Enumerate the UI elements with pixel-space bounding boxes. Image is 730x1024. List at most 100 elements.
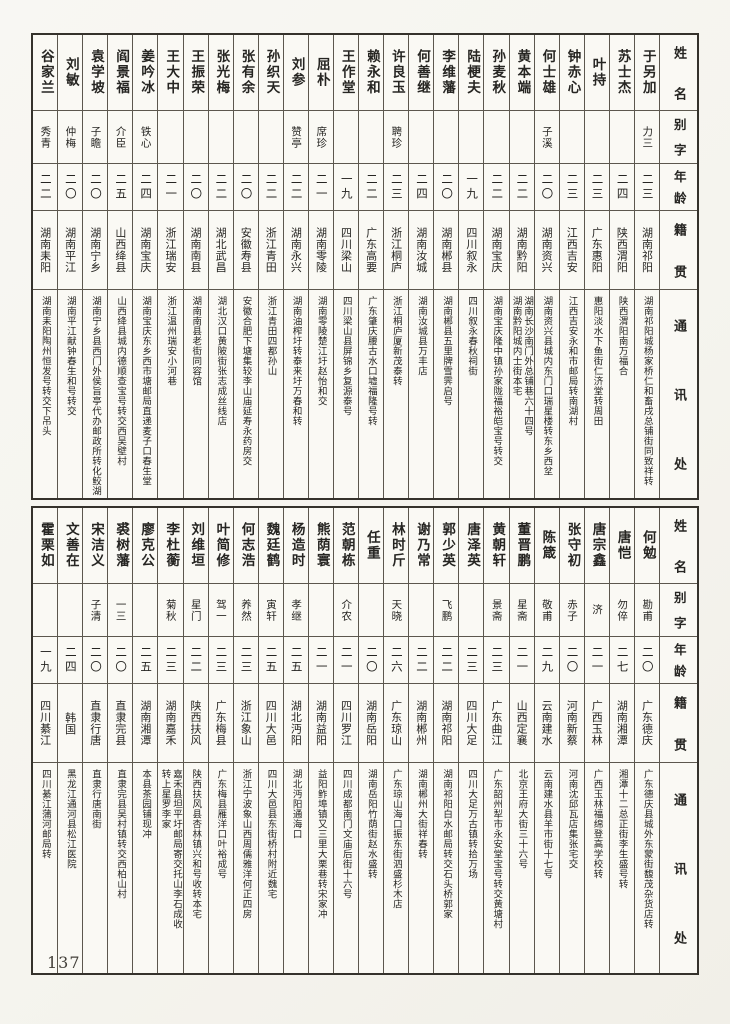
entry-address: 嘉禾县坦平圩邮局寄交托山李石成收 转上星罗李家: [159, 769, 182, 929]
entry-age: 二四: [415, 172, 429, 202]
entry-alias: 勿倅: [616, 598, 629, 622]
entry-alias-cell: 赤子: [559, 584, 584, 637]
entry-age: 二三: [465, 645, 480, 675]
entry-address-cell: 益阳鲊埠镇又三里大栗巷转宋家冲: [309, 763, 333, 973]
entry-age: 二一: [339, 645, 354, 675]
entry-age-cell: 二三: [208, 637, 233, 684]
entry-name: 何志浩: [238, 522, 255, 569]
entry-origin: 湖南郴县: [439, 227, 453, 273]
entry-alias-cell: [208, 111, 233, 164]
entry-name-cell: 屈朴: [308, 35, 333, 111]
entry-address: 山西绛县城内德顺查宝号转交西吴壁村: [115, 296, 127, 466]
entry-alias: 天晓: [390, 598, 403, 622]
registry-entry-column: 袁学坡 子瞻 二〇 湖南宁乡 湖南宁乡县西门外侯旨亭代办邮政所转化鲛湖: [83, 35, 109, 498]
entry-name: 唐恺: [614, 530, 631, 561]
entry-age: 二〇: [440, 172, 455, 202]
entry-alias: 子溪: [540, 125, 553, 149]
entry-age-cell: 二一: [584, 637, 609, 684]
entry-alias: 菊秋: [164, 598, 177, 622]
entry-alias: 一三: [114, 598, 127, 622]
entry-alias-cell: 力三: [634, 111, 659, 164]
entry-alias: 星门: [189, 598, 202, 622]
entry-address: 湖南长沙南门外总铺巷六十四号 湖南黔阳城内士街本宅: [510, 296, 534, 436]
registry-entry-column: 宋洁义 子清 二〇 直隶行唐 直隶行唐南街: [83, 508, 109, 973]
entry-address: 云南建水县羊市街十七号: [541, 769, 553, 879]
entry-name-cell: 陈箴: [534, 508, 559, 584]
entry-origin-cell: 安徽寿县: [233, 211, 258, 290]
entry-alias-cell: [133, 584, 158, 637]
entry-address: 江西吉安永和市邮局转南湖村: [566, 296, 578, 426]
entry-address: 湖南南县老街同容馆: [190, 296, 202, 386]
entry-name: 郭少英: [439, 522, 456, 569]
registry-entry-column: 刘敏 仲梅 二〇 湖南平江 湖南平江献钟春生和号转交: [58, 35, 84, 498]
entry-address: 四川梁山县屏锦乡复源泰号: [340, 296, 352, 416]
page-number: 137: [47, 953, 81, 972]
entry-origin-cell: 湖北沔阳: [283, 684, 308, 763]
entry-alias-cell: 星斋: [509, 584, 534, 637]
entry-origin-cell: 湖南平江: [58, 211, 83, 290]
entry-age-cell: 二三: [233, 637, 258, 684]
entry-address-cell: 北京王府大街三十六号: [510, 763, 534, 973]
entry-age-cell: 二〇: [83, 164, 108, 211]
entry-origin-cell: 浙江象山: [233, 684, 258, 763]
entry-name: 陈箴: [539, 530, 556, 561]
entry-age-cell: 二〇: [359, 637, 384, 684]
entry-name: 屈朴: [313, 57, 330, 88]
entry-age: 二一: [314, 645, 329, 675]
entry-origin-cell: 湖南嘉禾: [158, 684, 183, 763]
registry-entry-column: 张光梅 二二 湖北武昌 湖北汉口黄陂街张志成丝线店: [208, 35, 234, 498]
entry-age: 二三: [214, 645, 229, 675]
entry-age-cell: 二二: [33, 164, 58, 211]
entry-name: 孙麦秋: [489, 49, 506, 96]
entry-alias-cell: 天晓: [384, 584, 409, 637]
registry-entry-column: 魏廷鹤 寅轩 二五 四川大邑 四川大邑县东街桥村附近魏宅: [258, 508, 284, 973]
registry-entry-column: 陈箴 敬甫 二九 云南建水 云南建水县羊市街十七号: [534, 508, 560, 973]
entry-age-cell: 一九: [33, 637, 58, 684]
entry-name-cell: 何勉: [634, 508, 659, 584]
entry-address-cell: 湖南耒阳陶州恒发号转交下吊头: [33, 290, 57, 498]
entry-address-cell: 湖南郴州大街祥春转: [409, 763, 433, 973]
entry-name-cell: 裘树藩: [108, 508, 133, 584]
entry-name-cell: 魏廷鹤: [258, 508, 283, 584]
entry-age: 二〇: [114, 645, 129, 675]
entry-age-cell: 二三: [459, 637, 484, 684]
entry-origin-cell: 江西吉安: [559, 211, 584, 290]
entry-alias-cell: 秀青: [33, 111, 58, 164]
entry-origin-cell: 湖南零陵: [308, 211, 333, 290]
entry-address: 湖南宁乡县西门外侯旨亭代办邮政所转化鲛湖: [89, 296, 101, 496]
entry-name: 叶持: [589, 57, 606, 88]
entry-origin: 湖南资兴: [540, 227, 554, 273]
entry-origin-cell: 四川大邑: [258, 684, 283, 763]
entry-origin: 山西定襄: [515, 700, 529, 746]
entry-origin-cell: 湖南黔阳: [509, 211, 534, 290]
header-address-label: 通讯处: [671, 792, 686, 974]
entry-address: 四川綦江蒲河邮局转: [39, 769, 51, 859]
entry-address-cell: 广东肇庆腰古水口墟福隆号转: [359, 290, 383, 498]
entry-origin-cell: 广东曲江: [484, 684, 509, 763]
entry-alias-cell: [459, 111, 484, 164]
entry-origin-cell: 浙江桐庐: [384, 211, 409, 290]
entry-name: 叶简修: [213, 522, 230, 569]
entry-origin-cell: 湖南宝庆: [133, 211, 158, 290]
entry-origin-cell: 山西定襄: [509, 684, 534, 763]
entry-address-cell: 广东韶州犁市永安堂宝号转交黄塘村: [484, 763, 508, 973]
entry-age: 一九: [465, 172, 480, 202]
entry-address-cell: 直隶行唐南街: [83, 763, 107, 973]
entry-address: 四川大足万古镇转拾万场: [466, 769, 478, 879]
entry-address-cell: 陕西渭阳南万福合: [610, 290, 634, 498]
entry-age: 二二: [289, 172, 304, 202]
entry-address-cell: 广东梅县雁洋口叶裕成号: [209, 763, 233, 973]
entry-origin: 河南新蔡: [565, 700, 579, 746]
entry-origin-cell: 河南新蔡: [559, 684, 584, 763]
entry-origin-cell: 湖南祁阳: [634, 211, 659, 290]
entry-age-cell: 二二: [208, 164, 233, 211]
entry-origin: 湖南祁阳: [439, 700, 453, 746]
entry-name-cell: 霍栗如: [33, 508, 58, 584]
entry-origin: 广东德庆: [640, 700, 654, 746]
entry-alias-cell: [609, 111, 634, 164]
entry-origin: 陕西渭阳: [615, 227, 629, 273]
entry-alias: 介农: [340, 598, 353, 622]
column-header-age: 年龄: [660, 637, 697, 684]
entry-name: 赖永和: [363, 49, 380, 96]
entry-address: 广西玉林福绵登高学校转: [591, 769, 603, 879]
